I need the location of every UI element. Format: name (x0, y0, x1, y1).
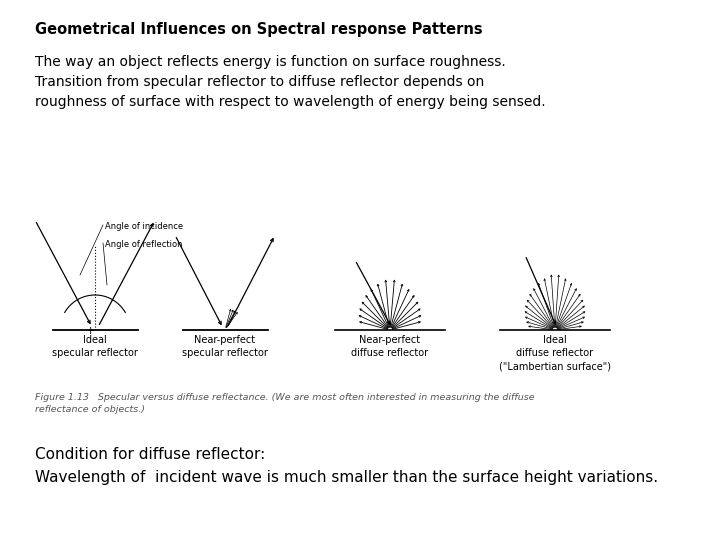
Text: Figure 1.13   Specular versus diffuse reflectance. (We are most often interested: Figure 1.13 Specular versus diffuse refl… (35, 393, 535, 414)
Text: +: + (85, 326, 95, 336)
Text: roughness of surface with respect to wavelength of energy being sensed.: roughness of surface with respect to wav… (35, 95, 546, 109)
Text: Ideal
diffuse reflector
("Lambertian surface"): Ideal diffuse reflector ("Lambertian sur… (499, 335, 611, 372)
Text: Ideal
specular reflector: Ideal specular reflector (52, 335, 138, 358)
Text: The way an object reflects energy is function on surface roughness.: The way an object reflects energy is fun… (35, 55, 505, 69)
Text: Near-perfect
specular reflector: Near-perfect specular reflector (182, 335, 268, 358)
Text: Geometrical Influences on Spectral response Patterns: Geometrical Influences on Spectral respo… (35, 22, 482, 37)
Text: Angle of reflection: Angle of reflection (105, 240, 182, 249)
Text: Transition from specular reflector to diffuse reflector depends on: Transition from specular reflector to di… (35, 75, 485, 89)
Text: Angle of incidence: Angle of incidence (105, 222, 183, 231)
Text: Near-perfect
diffuse reflector: Near-perfect diffuse reflector (351, 335, 428, 358)
Text: Wavelength of  incident wave is much smaller than the surface height variations.: Wavelength of incident wave is much smal… (35, 470, 658, 485)
Text: Condition for diffuse reflector:: Condition for diffuse reflector: (35, 447, 265, 462)
